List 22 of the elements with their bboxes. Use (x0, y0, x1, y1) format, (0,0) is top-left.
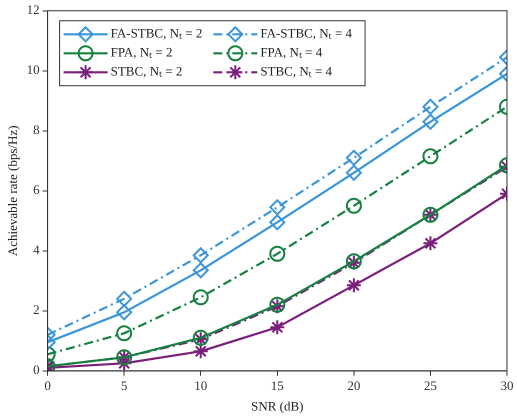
legend-label: STBC, Nₜ = 2 (110, 64, 182, 79)
y-tick-label: 8 (33, 122, 40, 138)
x-axis-title: SNR (dB) (251, 398, 304, 414)
y-tick-label: 6 (33, 182, 40, 198)
x-tick-label: 10 (194, 378, 208, 394)
y-tick-label: 4 (33, 242, 40, 258)
legend-label: FPA, Nₜ = 4 (260, 44, 323, 60)
legend-label: FPA, Nₜ = 2 (110, 44, 172, 60)
y-tick-label: 0 (33, 362, 40, 378)
x-tick-label: 20 (347, 378, 360, 394)
legend-label: FA-STBC, Nₜ = 4 (260, 26, 353, 41)
x-tick-label: 0 (44, 378, 51, 394)
legend-label: STBC, Nₜ = 4 (260, 64, 333, 79)
x-tick-label: 5 (120, 378, 128, 394)
y-axis-title: Achievable rate (bps/Hz) (5, 125, 20, 256)
legend-label: FA-STBC, Nₜ = 2 (110, 26, 202, 41)
y-tick-label: 10 (26, 62, 40, 78)
y-tick-label: 2 (33, 302, 40, 318)
x-tick-label: 15 (270, 378, 284, 394)
x-tick-label: 25 (424, 378, 437, 394)
y-tick-label: 12 (26, 2, 40, 18)
x-tick-label: 30 (500, 378, 514, 394)
